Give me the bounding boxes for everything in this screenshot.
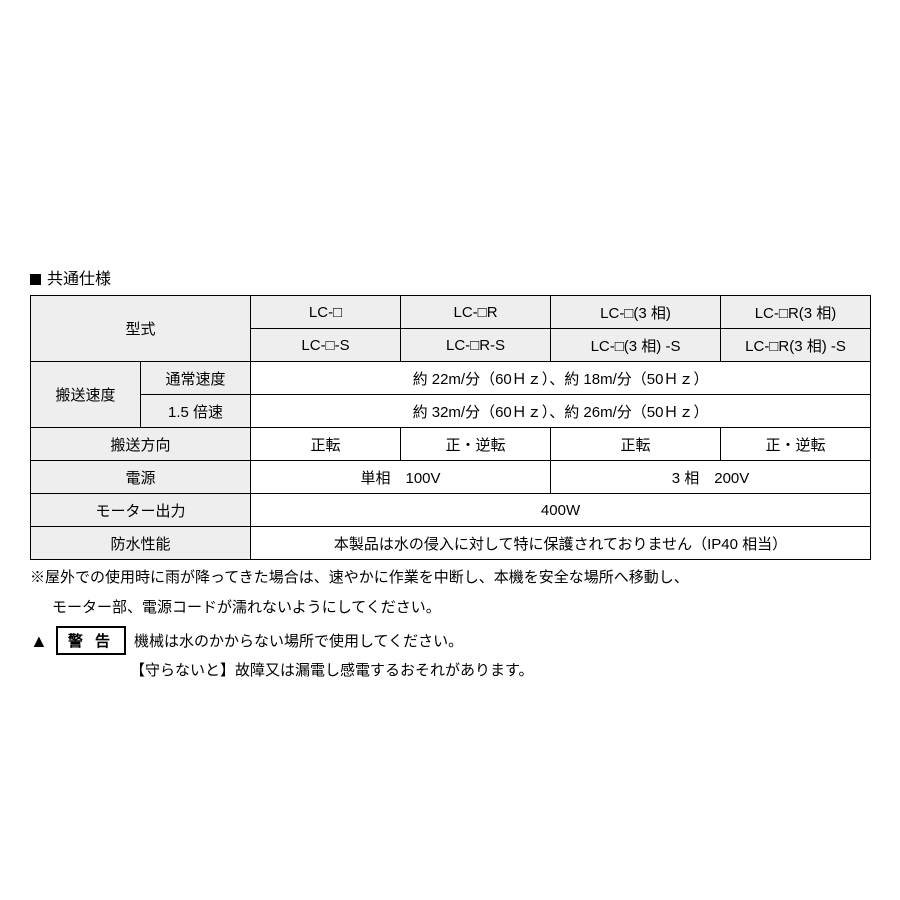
direction-label: 搬送方向 bbox=[31, 428, 251, 461]
direction-cell: 正転 bbox=[551, 428, 721, 461]
model-cell: LC-□R-S bbox=[401, 329, 551, 362]
direction-cell: 正・逆転 bbox=[721, 428, 871, 461]
note-line-1: ※屋外での使用時に雨が降ってきた場合は、速やかに作業を中断し、本機を安全な場所へ… bbox=[30, 566, 870, 590]
direction-cell: 正・逆転 bbox=[401, 428, 551, 461]
speed-label: 搬送速度 bbox=[31, 362, 141, 428]
table-row: 型式 LC-□ LC-□R LC-□(3 相) LC-□R(3 相) bbox=[31, 296, 871, 329]
table-row: 1.5 倍速 約 32m/分（60Ｈｚ）、約 26m/分（50Ｈｚ） bbox=[31, 395, 871, 428]
section-title: 共通仕様 bbox=[30, 265, 870, 289]
speed-1-5x-value: 約 32m/分（60Ｈｚ）、約 26m/分（50Ｈｚ） bbox=[251, 395, 871, 428]
speed-normal-label: 通常速度 bbox=[141, 362, 251, 395]
model-cell: LC-□(3 相) bbox=[551, 296, 721, 329]
waterproof-label: 防水性能 bbox=[31, 527, 251, 560]
model-cell: LC-□R(3 相) bbox=[721, 296, 871, 329]
bullet-icon bbox=[30, 274, 41, 285]
table-row: 搬送方向 正転 正・逆転 正転 正・逆転 bbox=[31, 428, 871, 461]
table-row: 電源 単相 100V 3 相 200V bbox=[31, 461, 871, 494]
speed-normal-value: 約 22m/分（60Ｈｚ）、約 18m/分（50Ｈｚ） bbox=[251, 362, 871, 395]
warning-sub-text: 【守らないと】故障又は漏電し感電するおそれがあります。 bbox=[30, 659, 870, 680]
model-label: 型式 bbox=[31, 296, 251, 362]
model-cell: LC-□(3 相) -S bbox=[551, 329, 721, 362]
waterproof-value: 本製品は水の侵入に対して特に保護されておりません（IP40 相当） bbox=[251, 527, 871, 560]
table-row: 搬送速度 通常速度 約 22m/分（60Ｈｚ）、約 18m/分（50Ｈｚ） bbox=[31, 362, 871, 395]
warning-label: 警 告 bbox=[56, 626, 126, 655]
note-line-2: モーター部、電源コードが濡れないようにしてください。 bbox=[30, 596, 870, 620]
spec-table: 型式 LC-□ LC-□R LC-□(3 相) LC-□R(3 相) LC-□-… bbox=[30, 295, 871, 560]
direction-cell: 正転 bbox=[251, 428, 401, 461]
warning-icon: ▲ bbox=[30, 632, 48, 650]
speed-1-5x-label: 1.5 倍速 bbox=[141, 395, 251, 428]
motor-label: モーター出力 bbox=[31, 494, 251, 527]
section-title-text: 共通仕様 bbox=[47, 271, 111, 288]
warning-text: 機械は水のかからない場所で使用してください。 bbox=[134, 630, 463, 651]
model-cell: LC-□R(3 相) -S bbox=[721, 329, 871, 362]
power-cell: 3 相 200V bbox=[551, 461, 871, 494]
table-row: モーター出力 400W bbox=[31, 494, 871, 527]
warning-row: ▲ 警 告 機械は水のかからない場所で使用してください。 bbox=[30, 626, 870, 655]
power-cell: 単相 100V bbox=[251, 461, 551, 494]
model-cell: LC-□-S bbox=[251, 329, 401, 362]
model-cell: LC-□ bbox=[251, 296, 401, 329]
power-label: 電源 bbox=[31, 461, 251, 494]
table-row: 防水性能 本製品は水の侵入に対して特に保護されておりません（IP40 相当） bbox=[31, 527, 871, 560]
model-cell: LC-□R bbox=[401, 296, 551, 329]
motor-value: 400W bbox=[251, 494, 871, 527]
